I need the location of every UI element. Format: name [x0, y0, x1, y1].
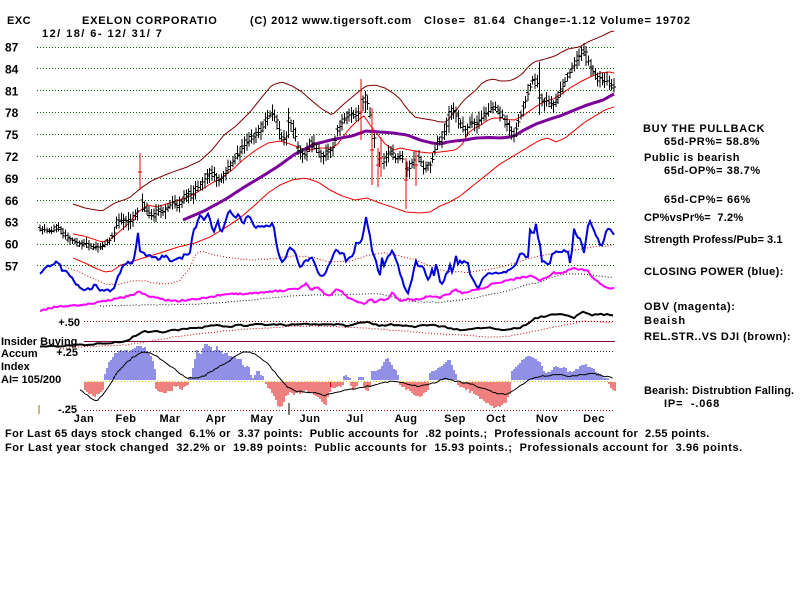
svg-text:Apr: Apr [206, 413, 227, 425]
svg-text:Feb: Feb [115, 413, 136, 425]
svg-text:AI= 105/200: AI= 105/200 [1, 374, 61, 386]
svg-text:65d-OP%= 38.7%: 65d-OP%= 38.7% [664, 165, 761, 177]
svg-text:May: May [251, 413, 274, 425]
svg-text:Beaish: Beaish [644, 315, 686, 327]
svg-text:Oct: Oct [486, 413, 506, 425]
svg-text:84: 84 [5, 62, 19, 76]
svg-text:Insider Buying: Insider Buying [1, 336, 77, 348]
svg-text:EXC: EXC [7, 15, 31, 27]
svg-text:65d-CP%= 66%: 65d-CP%= 66% [664, 194, 751, 206]
svg-text:65d-PR%= 58.8%: 65d-PR%= 58.8% [664, 136, 760, 148]
svg-text:Public is bearish: Public is bearish [644, 152, 740, 164]
svg-text:Jul: Jul [346, 413, 363, 425]
svg-text:Nov: Nov [536, 413, 559, 425]
svg-text:EXELON CORPORATIO: EXELON CORPORATIO [82, 15, 218, 27]
svg-text:57: 57 [5, 260, 19, 274]
svg-text:Bearish: Distrubtion Falling.: Bearish: Distrubtion Falling. [644, 385, 794, 397]
svg-text:78: 78 [5, 106, 19, 120]
svg-text:12/ 18/ 6- 12/ 31/ 7: 12/ 18/ 6- 12/ 31/ 7 [42, 28, 163, 40]
svg-text:Index: Index [1, 361, 31, 373]
svg-text:OBV (magenta):: OBV (magenta): [644, 301, 736, 313]
svg-text:87: 87 [5, 41, 19, 55]
svg-text:For Last year stock changed 3: For Last year stock changed 32.2% or 19.… [5, 442, 743, 454]
svg-text:Jun: Jun [299, 413, 320, 425]
svg-text:For Last 65 days stock changed: For Last 65 days stock changed 6.1% or 3… [5, 428, 710, 440]
svg-text:63: 63 [5, 216, 19, 230]
svg-text:CLOSING POWER (blue):: CLOSING POWER (blue): [644, 266, 784, 278]
svg-text:Dec: Dec [583, 413, 605, 425]
svg-text:-.25: -.25 [58, 404, 77, 416]
svg-text:+.25: +.25 [56, 347, 78, 359]
svg-text:Accum: Accum [1, 348, 38, 360]
svg-text:Strength Profess/Pub= 3.1: Strength Profess/Pub= 3.1 [644, 234, 782, 246]
svg-text:IP= -.068: IP= -.068 [664, 398, 720, 410]
svg-text:69: 69 [5, 172, 19, 186]
svg-text:72: 72 [5, 150, 19, 164]
svg-text:Close= 81.64 Change=-1.12 Vo: Close= 81.64 Change=-1.12 Volume= 19702 [424, 15, 691, 27]
svg-text:Aug: Aug [395, 413, 418, 425]
svg-text:(C) 2012 www.tigersoft.com: (C) 2012 www.tigersoft.com [250, 15, 412, 27]
svg-text:+.50: +.50 [58, 317, 80, 329]
svg-text:81: 81 [5, 84, 19, 98]
svg-text:66: 66 [5, 194, 19, 208]
svg-text:60: 60 [5, 238, 19, 252]
svg-text:CP%vsPr%= 7.2%: CP%vsPr%= 7.2% [644, 212, 743, 224]
svg-text:Sep: Sep [444, 413, 466, 425]
svg-text:Jan: Jan [74, 413, 94, 425]
svg-text:BUY THE PULLBACK: BUY THE PULLBACK [643, 123, 765, 135]
svg-text:REL.STR..VS DJI (brown):: REL.STR..VS DJI (brown): [644, 331, 791, 343]
svg-text:75: 75 [5, 128, 19, 142]
svg-text:Mar: Mar [159, 413, 180, 425]
